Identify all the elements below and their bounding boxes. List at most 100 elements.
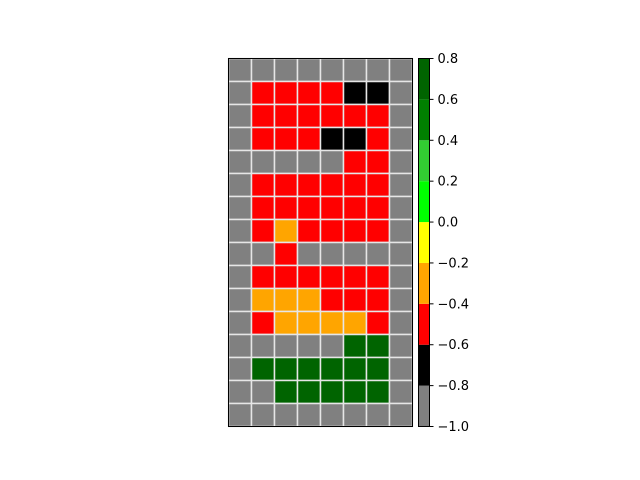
heatmap-cell (250, 402, 276, 428)
heatmap-cell (365, 218, 391, 244)
heatmap-cell (388, 80, 414, 106)
colorbar-tick-label: 0.4 (438, 134, 459, 149)
colorbar-tick-label: −0.8 (438, 379, 470, 394)
heatmap-cell (227, 287, 253, 313)
heatmap-cell (296, 241, 322, 267)
heatmap-cell (342, 241, 368, 267)
heatmap-cell (273, 402, 299, 428)
heatmap-cell (388, 195, 414, 221)
heatmap-cell (319, 287, 345, 313)
heatmap-cell (319, 402, 345, 428)
heatmap-cell (342, 379, 368, 405)
heatmap-cell (250, 57, 276, 83)
heatmap-cell (296, 402, 322, 428)
heatmap-cell (273, 218, 299, 244)
heatmap-cell (273, 195, 299, 221)
heatmap-cell (342, 57, 368, 83)
heatmap-cell (250, 149, 276, 175)
heatmap-cell (250, 287, 276, 313)
heatmap-cell (296, 80, 322, 106)
heatmap-cell (388, 356, 414, 382)
heatmap-cell (319, 57, 345, 83)
heatmap-cell (388, 57, 414, 83)
heatmap-cell (342, 402, 368, 428)
heatmap-cell (342, 172, 368, 198)
heatmap-cell (250, 356, 276, 382)
heatmap-cell (319, 195, 345, 221)
heatmap-cell (319, 126, 345, 152)
heatmap-cell (227, 149, 253, 175)
heatmap-cell (273, 379, 299, 405)
heatmap-cell (365, 310, 391, 336)
heatmap-cell (342, 126, 368, 152)
heatmap-cell (365, 241, 391, 267)
heatmap-cell (273, 103, 299, 129)
heatmap-cell (296, 172, 322, 198)
heatmap-cell (388, 103, 414, 129)
heatmap-cell (296, 310, 322, 336)
heatmap-cell (319, 103, 345, 129)
colorbar-tick-label: 0.8 (438, 52, 459, 67)
colorbar-segment (418, 303, 430, 345)
heatmap-cell (388, 218, 414, 244)
heatmap-cell (388, 379, 414, 405)
heatmap-axes-frame (228, 58, 413, 427)
heatmap-cell (342, 149, 368, 175)
heatmap-cell (250, 195, 276, 221)
heatmap-cell (342, 195, 368, 221)
heatmap-cell (365, 57, 391, 83)
heatmap-cell (342, 218, 368, 244)
heatmap-cell (365, 333, 391, 359)
heatmap-cell (296, 195, 322, 221)
heatmap-cell (365, 172, 391, 198)
heatmap-cell (227, 80, 253, 106)
heatmap-cell (273, 287, 299, 313)
heatmap-cell (250, 310, 276, 336)
heatmap-cell (227, 264, 253, 290)
heatmap-cell (342, 103, 368, 129)
colorbar-tick-label: −0.6 (438, 338, 470, 353)
heatmap-cell (296, 126, 322, 152)
heatmap-cell (273, 310, 299, 336)
heatmap-cell (388, 287, 414, 313)
heatmap-cell (273, 356, 299, 382)
heatmap-cell (296, 103, 322, 129)
heatmap-cell (296, 333, 322, 359)
heatmap-cell (365, 287, 391, 313)
heatmap-cell (227, 241, 253, 267)
heatmap-cell (296, 379, 322, 405)
heatmap-cell (273, 172, 299, 198)
colorbar-segment (418, 222, 430, 263)
heatmap-cell (342, 356, 368, 382)
heatmap-cell (365, 126, 391, 152)
heatmap-cell (296, 149, 322, 175)
heatmap-cell (250, 103, 276, 129)
heatmap-cell (227, 195, 253, 221)
heatmap-cell (227, 126, 253, 152)
heatmap-cell (227, 356, 253, 382)
heatmap-cell (388, 149, 414, 175)
heatmap-cell (342, 333, 368, 359)
heatmap-cell (388, 310, 414, 336)
heatmap-cell (273, 149, 299, 175)
heatmap-cell (319, 310, 345, 336)
heatmap-cell (365, 149, 391, 175)
heatmap-cell (250, 264, 276, 290)
heatmap-cell (388, 241, 414, 267)
heatmap-cell (319, 333, 345, 359)
heatmap-cell (227, 57, 253, 83)
heatmap-cell (388, 333, 414, 359)
heatmap-cell (365, 195, 391, 221)
colorbar-segment (418, 181, 430, 223)
heatmap-cell (250, 80, 276, 106)
heatmap-cell (250, 333, 276, 359)
heatmap-cell (319, 356, 345, 382)
heatmap-grid (227, 57, 414, 428)
heatmap-cell (250, 241, 276, 267)
colorbar-segment (418, 385, 430, 427)
heatmap-cell (250, 172, 276, 198)
colorbar-tick-label: 0.0 (438, 216, 459, 231)
heatmap-cell (227, 333, 253, 359)
heatmap-cell (388, 172, 414, 198)
